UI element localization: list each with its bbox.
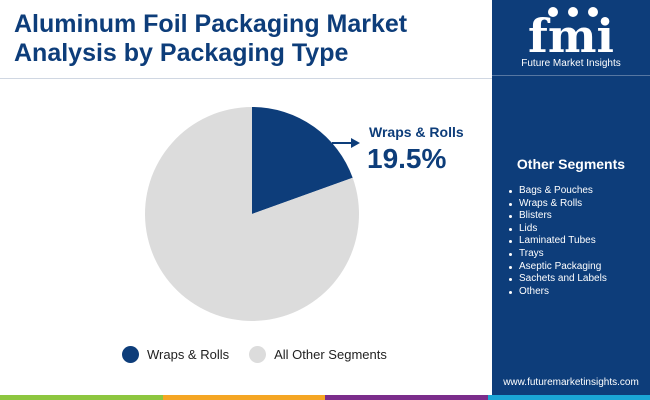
bottom-bar-segment-1 [0,395,163,400]
legend-label-other-segments: All Other Segments [274,347,387,362]
fmi-logo: fmi [528,7,614,63]
logo-badge-icon-3 [588,7,598,17]
brand-name: Future Market Insights [521,58,621,69]
pie-chart: Wraps & Rolls 19.5% [144,107,464,321]
website-link[interactable]: www.futuremarketinsights.com [503,377,639,388]
bottom-color-bar [0,395,650,400]
segment-item: Laminated Tubes [508,235,607,248]
segment-item: Others [508,286,607,299]
bottom-bar-segment-3 [325,395,488,400]
callout-value: 19.5% [367,143,446,174]
segment-item: Wraps & Rolls [508,198,607,211]
legend-label-wraps-rolls: Wraps & Rolls [147,347,230,362]
pie-slice-all-other-segments [144,107,359,321]
callout-arrow-head [351,138,360,148]
segment-item: Lids [508,223,607,236]
sidebar: fmi Future Market Insights Other Segment… [492,0,650,400]
legend-item-wraps-rolls: Wraps & Rolls [122,346,229,363]
fmi-logo-text: fmi [528,9,614,63]
bottom-bar-segment-4 [487,395,650,400]
chart-legend: Wraps & Rolls All Other Segments [122,346,387,363]
callout-label: Wraps & Rolls [369,124,464,140]
other-segments-heading: Other Segments [516,156,626,172]
sidebar-divider [492,75,650,76]
pie-slice-wraps-rolls [252,107,353,214]
pie-slices [144,107,359,321]
logo-badge-icon-2 [568,7,578,17]
legend-swatch-other-segments [249,346,267,363]
chart-title: Aluminum Foil Packaging Market Analysis … [14,10,484,68]
segment-item: Sachets and Labels [508,273,607,286]
chart-title-line-1: Aluminum Foil Packaging Market [14,10,408,38]
logo-badge-icon-1 [548,7,558,17]
bottom-bar-segment-2 [162,395,325,400]
legend-swatch-wraps-rolls [122,346,139,363]
other-segments-list: Bags & Pouches Wraps & Rolls Blisters Li… [508,185,607,298]
chart-title-line-2: Analysis by Packaging Type [14,39,349,67]
segment-item: Blisters [508,210,607,223]
title-area: Aluminum Foil Packaging Market Analysis … [14,10,484,68]
segment-item: Trays [508,248,607,261]
segment-item: Aseptic Packaging [508,261,607,274]
segment-item: Bags & Pouches [508,185,607,198]
legend-item-other-segments: All Other Segments [249,346,387,363]
header-divider [0,78,492,79]
